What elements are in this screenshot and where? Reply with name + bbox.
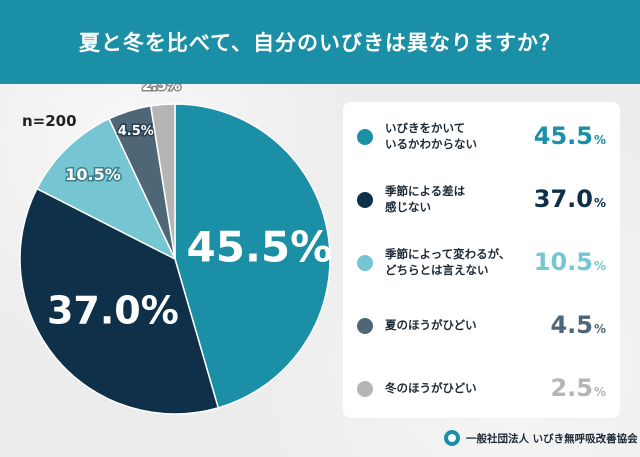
- organization-logo-icon: [444, 430, 460, 446]
- legend-item-2: 季節による差は 感じない 37.0%: [343, 175, 620, 225]
- legend-panel: いびきをかいて いるかわからない 45.5% 季節による差は 感じない 37.0% 季節…: [343, 102, 620, 418]
- legend-label: 季節によって変わるが、 どちらとは言えない: [385, 247, 511, 277]
- footer-credit: 一般社団法人 いびき無呼吸改善協会: [444, 428, 638, 448]
- legend-marker: [357, 255, 373, 271]
- legend-label: 夏のほうがひどい: [385, 318, 477, 333]
- pie-slice-1: [174, 103, 331, 409]
- legend-marker: [357, 192, 373, 208]
- legend-value: 2.5%: [550, 374, 606, 402]
- sample-size-label: n=200: [22, 112, 77, 130]
- legend-label: いびきをかいて いるかわからない: [385, 121, 477, 151]
- pie-slice-label-3: 10.5%: [65, 165, 121, 184]
- chart-title: 夏と冬を比べて、自分のいびきは異なりますか？: [78, 31, 562, 55]
- pie-slice-label-4: 4.5%: [118, 124, 154, 139]
- legend-item-3: 季節によって変わるが、 どちらとは言えない 10.5%: [343, 238, 620, 288]
- legend-label: 冬のほうがひどい: [385, 381, 477, 396]
- legend-marker: [357, 129, 373, 145]
- legend-item-1: いびきをかいて いるかわからない 45.5%: [343, 112, 620, 162]
- legend-marker: [357, 318, 373, 334]
- pie-slice-5: [149, 103, 176, 260]
- legend-value: 45.5%: [533, 122, 606, 150]
- legend-value: 37.0%: [533, 185, 606, 213]
- legend-value: 10.5%: [533, 248, 606, 276]
- legend-marker: [357, 381, 373, 397]
- legend-value: 4.5%: [550, 311, 606, 339]
- legend-item-4: 夏のほうがひどい 4.5%: [343, 301, 620, 351]
- pie-chart: 45.5%37.0% 10.5% 4.5% 2.5%: [19, 84, 333, 415]
- footer-organization: 一般社団法人 いびき無呼吸改善協会: [466, 432, 638, 445]
- pie-slice-label-1: 45.5%: [187, 222, 333, 271]
- pie-slice-label-2: 37.0%: [47, 288, 179, 332]
- pie-slice-3: [35, 117, 177, 261]
- header-banner: 夏と冬を比べて、自分のいびきは異なりますか？: [0, 0, 640, 84]
- legend-item-5: 冬のほうがひどい 2.5%: [343, 364, 620, 414]
- legend-label: 季節による差は 感じない: [385, 184, 466, 214]
- pie-slice-label-5: 2.5%: [142, 84, 181, 94]
- pie-slice-2: [19, 187, 220, 415]
